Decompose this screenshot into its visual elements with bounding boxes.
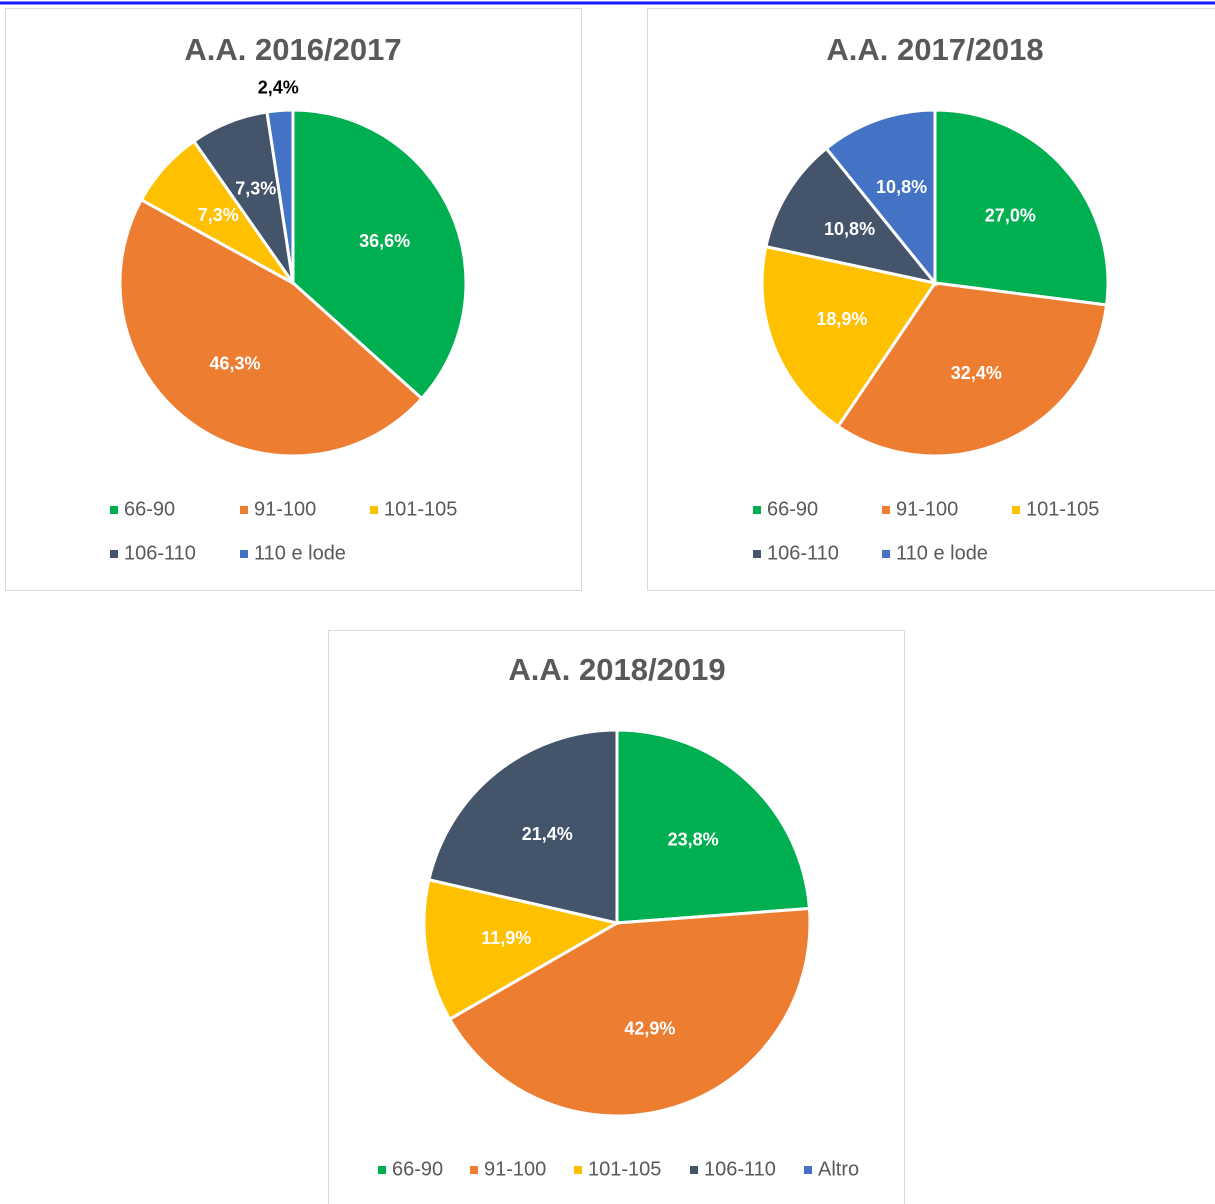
data-label: 27,0% <box>985 205 1036 225</box>
data-label: 18,9% <box>816 309 867 329</box>
legend-label: 66-90 <box>392 1158 443 1180</box>
legend-swatch <box>1012 506 1020 514</box>
legend-swatch <box>110 550 118 558</box>
legend-label: 110 e lode <box>254 542 346 564</box>
data-label: 42,9% <box>624 1019 675 1039</box>
pie-slice <box>422 877 622 1022</box>
data-label: 36,6% <box>359 231 410 251</box>
legend-label: 106-110 <box>704 1158 776 1180</box>
data-label: 23,8% <box>668 830 719 850</box>
legend-label: 101-105 <box>588 1158 661 1180</box>
legend-swatch <box>470 1166 478 1174</box>
legend-swatch <box>753 550 761 558</box>
legend-label: Altro <box>818 1158 859 1180</box>
data-label: 10,8% <box>876 177 927 197</box>
legend-label: 91-100 <box>484 1158 546 1180</box>
pie-slice <box>824 108 937 288</box>
pie-slice <box>764 146 939 286</box>
pie-slice <box>836 281 1109 458</box>
legend-label: 101-105 <box>384 498 457 520</box>
pie-slice <box>265 108 295 284</box>
legend-swatch <box>804 1166 812 1174</box>
data-label: 2,4% <box>258 77 299 97</box>
legend-swatch <box>690 1166 698 1174</box>
legend-swatch <box>370 506 378 514</box>
chart-title: A.A. 2018/2019 <box>508 652 725 687</box>
legend-label: 110 e lode <box>896 542 988 564</box>
legend-swatch <box>882 506 890 514</box>
legend-label: 66-90 <box>124 498 175 520</box>
legend-swatch <box>378 1166 386 1174</box>
pie-slice <box>760 244 938 429</box>
legend-label: 101-105 <box>1026 498 1099 520</box>
legend-label: 106-110 <box>767 542 839 564</box>
legend-swatch <box>574 1166 582 1174</box>
pie-slice <box>291 108 468 401</box>
data-label: 46,3% <box>209 354 260 374</box>
data-label: 11,9% <box>481 928 531 948</box>
chart-title: A.A. 2017/2018 <box>826 32 1043 67</box>
data-label: 10,8% <box>824 219 875 239</box>
legend-swatch <box>753 506 761 514</box>
pie-slice <box>933 108 1110 307</box>
pie-slice <box>447 906 812 1118</box>
legend-swatch <box>882 550 890 558</box>
legend-swatch <box>110 506 118 514</box>
legend-swatch <box>240 506 248 514</box>
legend-label: 106-110 <box>124 542 196 564</box>
legend-label: 91-100 <box>896 498 958 520</box>
pie-slice <box>427 728 619 925</box>
data-label: 7,3% <box>198 205 239 225</box>
pie-slice <box>118 197 424 458</box>
data-label: 32,4% <box>951 363 1002 383</box>
data-label: 7,3% <box>235 179 276 199</box>
chart-title: A.A. 2016/2017 <box>184 32 401 67</box>
legend-label: 66-90 <box>767 498 818 520</box>
legend-swatch <box>240 550 248 558</box>
data-label: 21,4% <box>522 824 573 844</box>
pie-slice <box>615 728 812 925</box>
legend-label: 91-100 <box>254 498 316 520</box>
